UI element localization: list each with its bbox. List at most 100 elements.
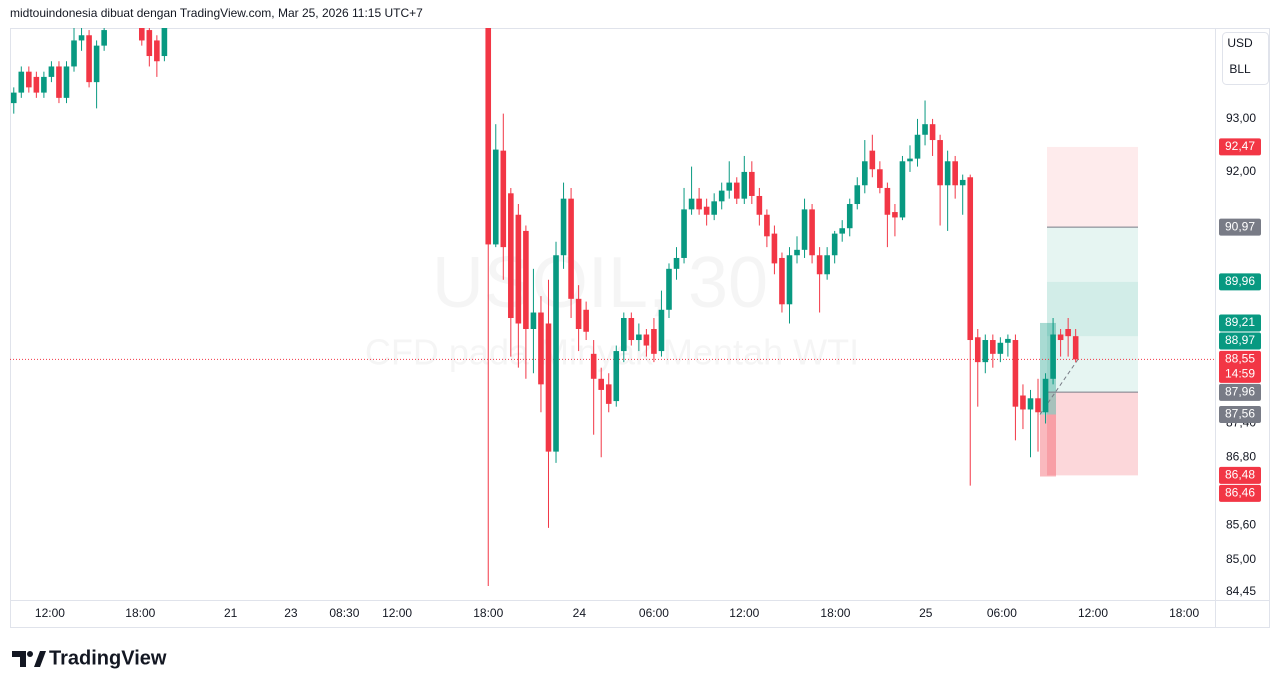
brand: TradingView <box>49 647 167 669</box>
body <box>530 312 537 330</box>
body <box>696 198 702 210</box>
body <box>1020 395 1026 410</box>
price-label-box <box>1219 383 1261 401</box>
target-zone <box>1047 281 1138 337</box>
body <box>568 198 574 299</box>
price-label: 88,55 <box>1225 352 1255 366</box>
body <box>1012 340 1019 407</box>
currency[interactable]: USD <box>1227 36 1253 50</box>
body <box>605 384 612 404</box>
body <box>726 182 733 191</box>
price-label-box <box>1219 273 1261 291</box>
body <box>809 209 815 256</box>
body <box>990 340 996 354</box>
body <box>620 318 627 352</box>
price-label: 86,46 <box>1225 486 1255 500</box>
body <box>500 150 507 248</box>
body <box>492 149 499 245</box>
price-label-box <box>1219 218 1261 236</box>
logo <box>12 651 46 667</box>
price-label-box <box>1219 466 1261 484</box>
candles <box>10 28 1079 587</box>
body <box>1072 336 1079 360</box>
body <box>651 329 657 354</box>
body <box>101 30 107 46</box>
body <box>952 161 958 186</box>
body <box>771 233 778 264</box>
x-tick-label: 18:00 <box>473 606 503 620</box>
x-tick-label: 08:30 <box>329 606 359 620</box>
body <box>907 158 913 162</box>
body <box>794 249 800 256</box>
body <box>1005 338 1011 343</box>
y-tick-label: 85,60 <box>1226 518 1256 532</box>
price-label: 87,96 <box>1225 385 1255 399</box>
body <box>161 28 168 57</box>
body <box>967 177 974 341</box>
body <box>786 255 793 305</box>
x-tick-label: 18:00 <box>125 606 155 620</box>
body <box>643 334 650 346</box>
body <box>636 334 642 341</box>
body <box>575 298 582 330</box>
body <box>937 140 943 186</box>
body <box>18 71 25 93</box>
body <box>1035 398 1041 413</box>
body <box>545 323 552 452</box>
y-tick-label: 93,00 <box>1226 111 1256 125</box>
body <box>846 204 853 229</box>
body <box>628 318 635 341</box>
price-label-box <box>1219 314 1261 332</box>
currency-box[interactable] <box>1222 32 1269 85</box>
body <box>33 76 40 93</box>
body <box>673 257 680 269</box>
x-tick-label: 24 <box>573 606 587 620</box>
body <box>688 198 695 210</box>
x-tick-label: 21 <box>224 606 238 620</box>
body <box>71 40 77 67</box>
body <box>515 214 522 324</box>
price-label: 89,96 <box>1225 274 1255 288</box>
price-label: 86,48 <box>1225 468 1255 482</box>
body <box>138 28 145 41</box>
body <box>854 185 861 205</box>
body <box>899 161 906 218</box>
body <box>982 340 989 363</box>
x-tick-label: 06:00 <box>987 606 1017 620</box>
x-tick-label: 18:00 <box>1169 606 1199 620</box>
x-tick-label: 12:00 <box>382 606 412 620</box>
body <box>560 198 567 256</box>
body <box>929 124 936 141</box>
watermark: USOIL, 30 <box>432 243 768 323</box>
body <box>41 76 47 93</box>
stop-zone <box>1047 146 1138 228</box>
x-tick-label: 12:00 <box>729 606 759 620</box>
price-label: 90,97 <box>1225 219 1255 233</box>
price-label: 92,47 <box>1225 139 1255 153</box>
body <box>749 171 755 196</box>
body <box>959 179 966 186</box>
price-label-box <box>1219 484 1261 502</box>
body <box>922 124 928 135</box>
body <box>703 206 710 215</box>
body <box>523 230 529 330</box>
price-label-box <box>1219 350 1261 383</box>
body <box>1065 329 1071 337</box>
body <box>779 257 785 305</box>
body <box>884 187 891 215</box>
body <box>944 161 951 186</box>
body <box>1027 398 1034 410</box>
price-label: 88,97 <box>1225 333 1255 347</box>
currency-unit[interactable]: BLL <box>1229 62 1251 76</box>
y-tick-label: 84,45 <box>1226 584 1256 598</box>
body <box>801 209 808 250</box>
body <box>681 209 687 258</box>
body <box>26 71 32 88</box>
body <box>711 201 717 215</box>
body <box>718 190 725 202</box>
body <box>816 255 823 275</box>
body <box>914 134 921 159</box>
body <box>10 92 17 104</box>
body <box>590 353 597 379</box>
